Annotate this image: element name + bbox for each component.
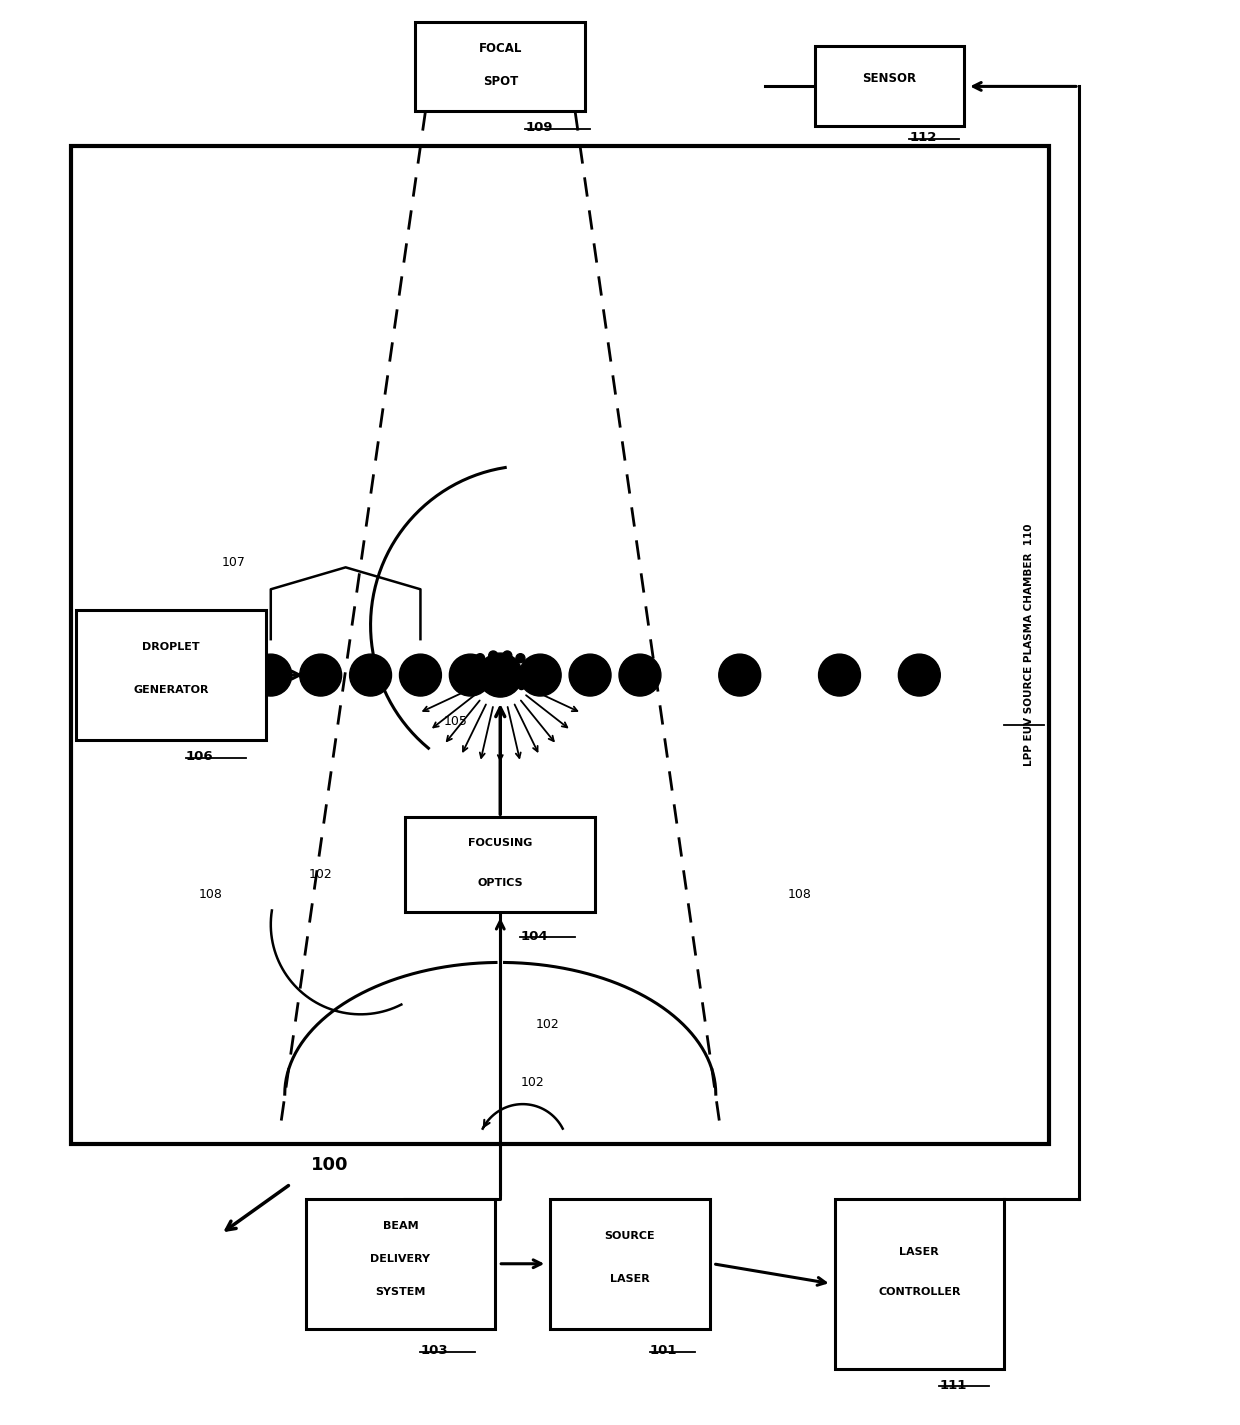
Circle shape bbox=[898, 654, 940, 695]
Circle shape bbox=[505, 687, 511, 694]
Text: LPP EUV SOURCE PLASMA CHAMBER  110: LPP EUV SOURCE PLASMA CHAMBER 110 bbox=[1024, 524, 1034, 767]
Text: 112: 112 bbox=[909, 131, 936, 144]
Circle shape bbox=[399, 654, 441, 695]
Text: 108: 108 bbox=[787, 888, 811, 901]
Circle shape bbox=[249, 654, 291, 695]
Circle shape bbox=[516, 654, 525, 663]
FancyBboxPatch shape bbox=[306, 1198, 495, 1328]
Text: DELIVERY: DELIVERY bbox=[371, 1254, 430, 1264]
Text: 101: 101 bbox=[650, 1344, 677, 1357]
Circle shape bbox=[569, 654, 611, 695]
Circle shape bbox=[818, 654, 861, 695]
Text: 108: 108 bbox=[198, 888, 223, 901]
Circle shape bbox=[518, 683, 525, 690]
Circle shape bbox=[526, 675, 532, 683]
Text: 102: 102 bbox=[521, 1076, 544, 1089]
Circle shape bbox=[469, 675, 475, 683]
Text: 102: 102 bbox=[309, 868, 332, 881]
Text: 106: 106 bbox=[186, 750, 213, 762]
Circle shape bbox=[476, 683, 482, 690]
Circle shape bbox=[459, 665, 469, 674]
Circle shape bbox=[532, 665, 542, 674]
Circle shape bbox=[350, 654, 392, 695]
Text: SENSOR: SENSOR bbox=[862, 71, 916, 86]
Circle shape bbox=[300, 654, 342, 695]
Text: 103: 103 bbox=[420, 1344, 448, 1357]
FancyBboxPatch shape bbox=[551, 1198, 709, 1328]
Text: 109: 109 bbox=[526, 121, 553, 134]
Circle shape bbox=[489, 651, 497, 660]
Text: FOCAL: FOCAL bbox=[479, 41, 522, 56]
FancyBboxPatch shape bbox=[415, 21, 585, 111]
FancyBboxPatch shape bbox=[405, 818, 595, 912]
Text: 111: 111 bbox=[939, 1378, 967, 1391]
Text: GENERATOR: GENERATOR bbox=[133, 685, 208, 695]
Text: SOURCE: SOURCE bbox=[605, 1231, 655, 1241]
FancyBboxPatch shape bbox=[815, 47, 965, 127]
Text: FIG. 1: FIG. 1 bbox=[935, 1334, 1003, 1354]
Text: SPOT: SPOT bbox=[482, 76, 518, 88]
Circle shape bbox=[520, 654, 562, 695]
Circle shape bbox=[526, 658, 536, 668]
Text: 105: 105 bbox=[444, 715, 467, 728]
Circle shape bbox=[503, 651, 512, 660]
Text: DROPLET: DROPLET bbox=[143, 643, 200, 653]
Text: FOCUSING: FOCUSING bbox=[467, 838, 532, 848]
FancyBboxPatch shape bbox=[71, 147, 1049, 1144]
FancyBboxPatch shape bbox=[835, 1198, 1004, 1368]
FancyBboxPatch shape bbox=[76, 610, 265, 740]
Circle shape bbox=[619, 654, 661, 695]
Text: BEAM: BEAM bbox=[383, 1221, 418, 1231]
Text: LASER: LASER bbox=[899, 1247, 939, 1257]
Circle shape bbox=[465, 658, 474, 668]
Text: 104: 104 bbox=[521, 929, 548, 942]
Circle shape bbox=[490, 687, 496, 694]
Text: 102: 102 bbox=[536, 1017, 559, 1030]
Text: 100: 100 bbox=[311, 1156, 348, 1174]
Text: LASER: LASER bbox=[610, 1274, 650, 1284]
Text: CONTROLLER: CONTROLLER bbox=[878, 1287, 961, 1297]
Circle shape bbox=[719, 654, 760, 695]
Text: 107: 107 bbox=[222, 556, 246, 570]
Circle shape bbox=[479, 653, 522, 697]
Text: SYSTEM: SYSTEM bbox=[376, 1287, 425, 1297]
Circle shape bbox=[476, 654, 485, 663]
Circle shape bbox=[449, 654, 491, 695]
Text: OPTICS: OPTICS bbox=[477, 878, 523, 888]
